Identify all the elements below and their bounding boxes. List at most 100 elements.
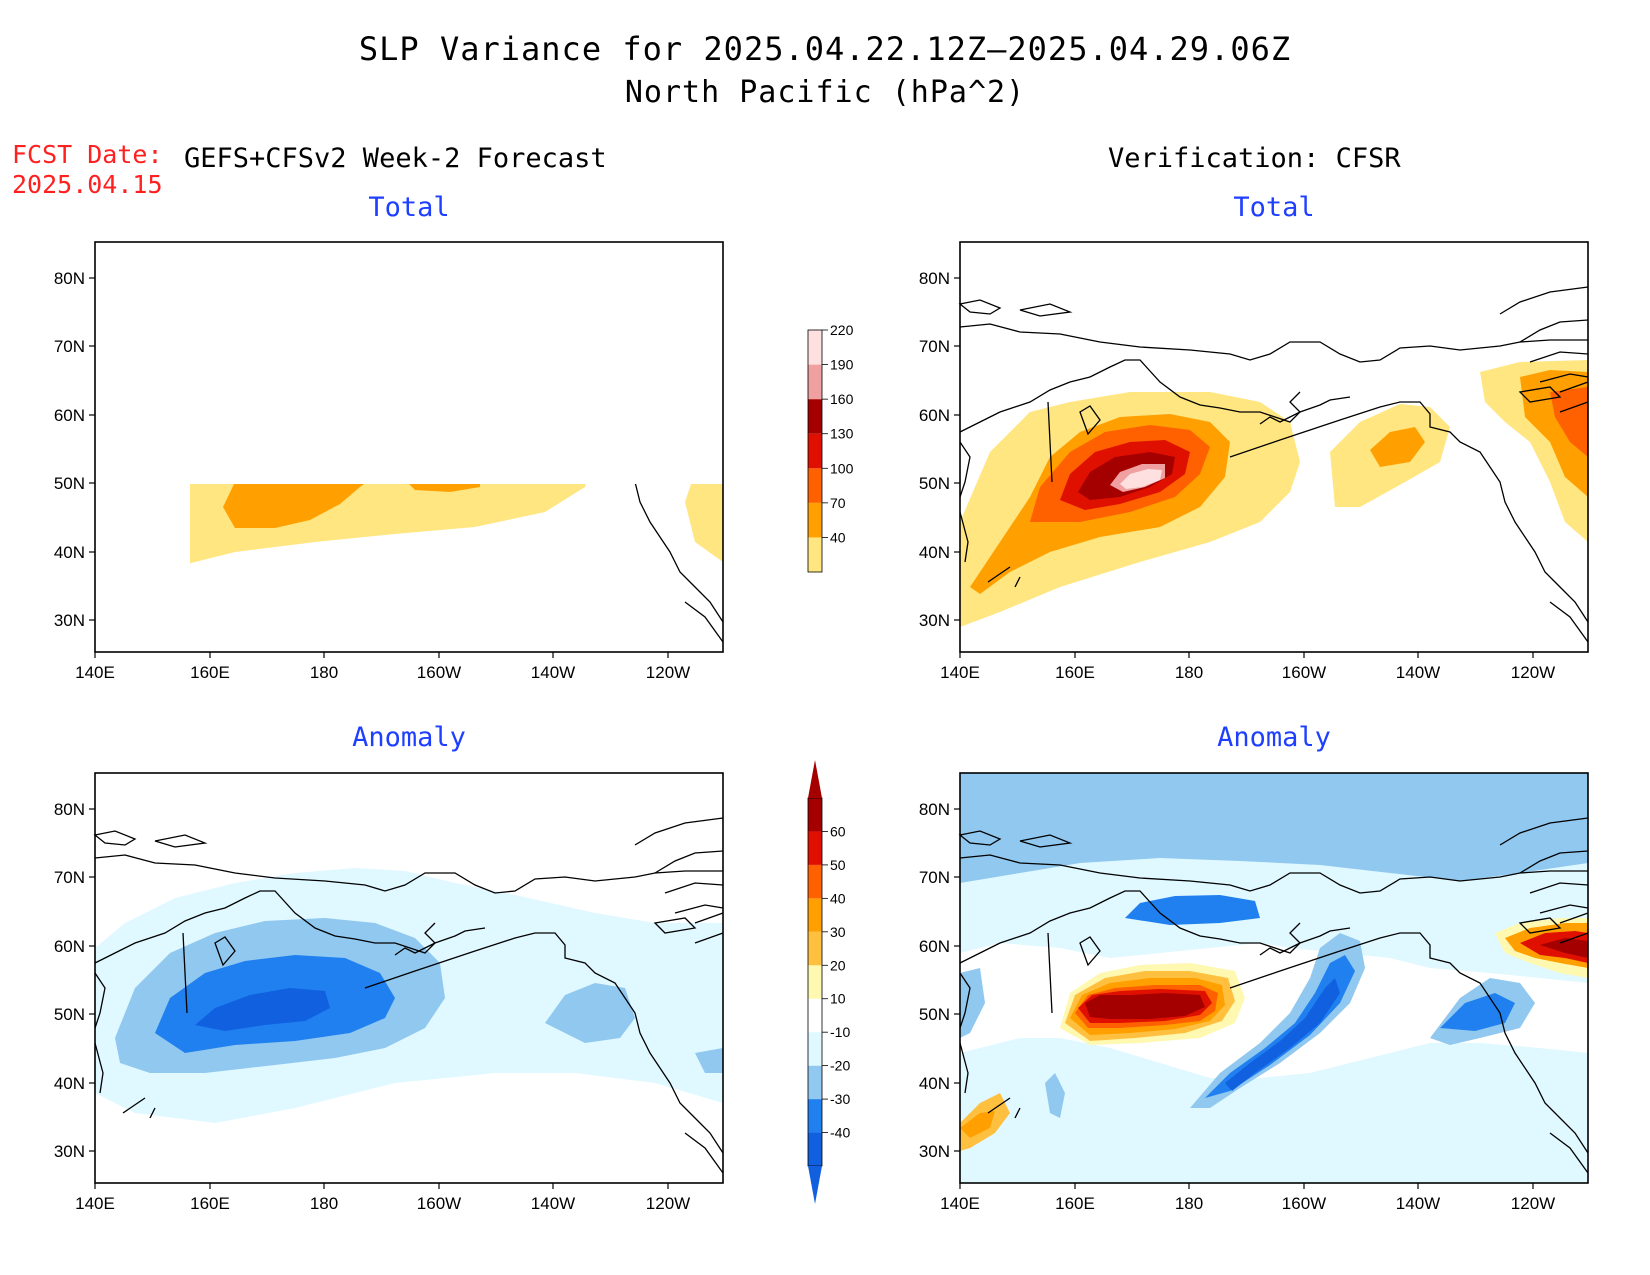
verification-anomaly-map [953,772,1589,1190]
colorbar-swatch [808,931,822,966]
colorbar-label: 220 [830,322,854,338]
verification-anomaly-fill-m20-west [960,968,985,1038]
colorbar-label: -20 [830,1058,850,1074]
verification-anomaly-fill-m20-north [960,773,1588,883]
lat-tick-label: 80N [54,800,85,819]
lat-tick-label: 30N [54,1142,85,1161]
verification-total-map [953,241,1589,659]
forecast-total-map [88,241,724,659]
lat-tick-label: 40N [54,1074,85,1093]
colorbar-swatch [808,330,822,365]
lon-tick-label: 180 [310,663,338,682]
colorbar-swatch [808,1065,822,1100]
verification-total-fill-70b [1370,427,1425,467]
colorbar-label: 60 [830,823,846,839]
colorbar-label: 20 [830,957,846,973]
verification-anomaly-fill-m30-north [1125,895,1260,925]
chart-title: SLP Variance for 2025.04.22.12Z–2025.04.… [358,30,1292,68]
panel-title-forecast-total: Total [368,192,450,223]
lat-tick-label: 80N [919,269,950,288]
colorbar-arrow-bottom [808,1166,822,1204]
verification-anomaly-fill-m20-blob [1190,933,1365,1108]
colorbar-swatch [808,1132,822,1166]
lat-tick-label: 30N [919,1142,950,1161]
colorbar-label: 130 [830,426,854,442]
panel-title-verification-total: Total [1233,192,1315,223]
colorbar-label: 40 [830,529,846,545]
colorbar-swatch [808,364,822,400]
colorbar-label: 30 [830,924,846,940]
lat-tick-label: 40N [919,1074,950,1093]
verification-total-fill-100b [1550,387,1588,457]
lat-tick-label: 30N [919,611,950,630]
lat-tick-label: 60N [54,406,85,425]
lat-tick-label: 50N [919,1005,950,1024]
verification-total-fill-220 [1120,469,1162,489]
forecast-anomaly-fill-m20b [545,983,635,1043]
colorbar-label: -10 [830,1024,850,1040]
lon-tick-label: 140W [1396,663,1440,682]
lon-tick-label: 180 [1175,1194,1203,1213]
forecast-total-fill-70b [409,484,480,492]
lon-tick-label: 120W [1511,1194,1555,1213]
lat-tick-label: 80N [919,800,950,819]
forecast-anomaly-map [88,772,724,1190]
colorbar-label: 160 [830,391,854,407]
colorbar-label: 190 [830,357,854,373]
forecast-anomaly-fill-m20c [695,1048,723,1073]
panel-title-forecast-anomaly: Anomaly [352,722,466,753]
lon-tick-label: 120W [646,1194,690,1213]
chart-subtitle: North Pacific (hPa^2) [624,75,1026,110]
colorbar-swatch [808,864,822,899]
verification-anomaly-fill-30-sw [960,1111,995,1138]
colorbar-anomaly: -40 -30 -20 -10 10 20 30 40 50 60 [807,760,850,1204]
lon-tick-label: 160W [1282,663,1326,682]
lat-tick-label: 80N [54,269,85,288]
lat-tick-label: 50N [919,474,950,493]
colorbar-label: -40 [830,1125,850,1141]
lon-tick-label: 140E [75,663,115,682]
lon-tick-label: 160W [417,1194,461,1213]
colorbar-swatch [808,898,822,932]
lon-tick-label: 140E [75,1194,115,1213]
lat-tick-label: 50N [54,1005,85,1024]
lon-tick-label: 160W [1282,1194,1326,1213]
colorbar-swatch [808,831,822,865]
lon-tick-label: 160E [1055,1194,1095,1213]
verification-anomaly-fill-m40-blob [1225,978,1340,1091]
lon-tick-label: 120W [646,663,690,682]
lat-tick-label: 30N [54,611,85,630]
lon-tick-label: 140E [940,663,980,682]
lon-tick-label: 160E [190,663,230,682]
verification-anomaly-fill-m20-sw [1045,1073,1065,1118]
lon-tick-label: 180 [1175,663,1203,682]
forecast-anomaly-fill-m40 [195,988,330,1031]
lon-tick-label: 140W [1396,1194,1440,1213]
colorbar-swatch [808,399,822,434]
colorbar-total: 40 70 100 130 160 190 220 [807,322,854,573]
lon-tick-label: 140W [531,663,575,682]
colorbar-swatch [808,502,822,538]
colorbar-swatch [808,1032,822,1066]
colorbar-swatch [808,433,822,469]
fcst-date-label: FCST Date: [12,140,163,169]
colorbar-swatch [808,998,822,1033]
lat-tick-label: 40N [919,543,950,562]
verification-anomaly-fill-m30-east [1440,993,1515,1031]
colorbar-outline [807,329,823,573]
lon-tick-label: 160W [417,663,461,682]
fcst-date-value: 2025.04.15 [12,170,163,199]
colorbar-label: 70 [830,495,846,511]
lat-tick-label: 60N [919,937,950,956]
verification-anomaly-fill-60-ne [1540,938,1588,958]
verification-heading: Verification: CFSR [1108,143,1401,174]
colorbar-swatch [808,798,822,832]
colorbar-label: -30 [830,1091,850,1107]
lon-tick-label: 140W [531,1194,575,1213]
colorbar-label: 10 [830,991,846,1007]
lon-tick-label: 120W [1511,663,1555,682]
forecast-total-fill-40-east [685,484,723,562]
forecast-total-fill-70 [223,484,364,528]
lat-tick-label: 70N [919,337,950,356]
lon-tick-label: 180 [310,1194,338,1213]
